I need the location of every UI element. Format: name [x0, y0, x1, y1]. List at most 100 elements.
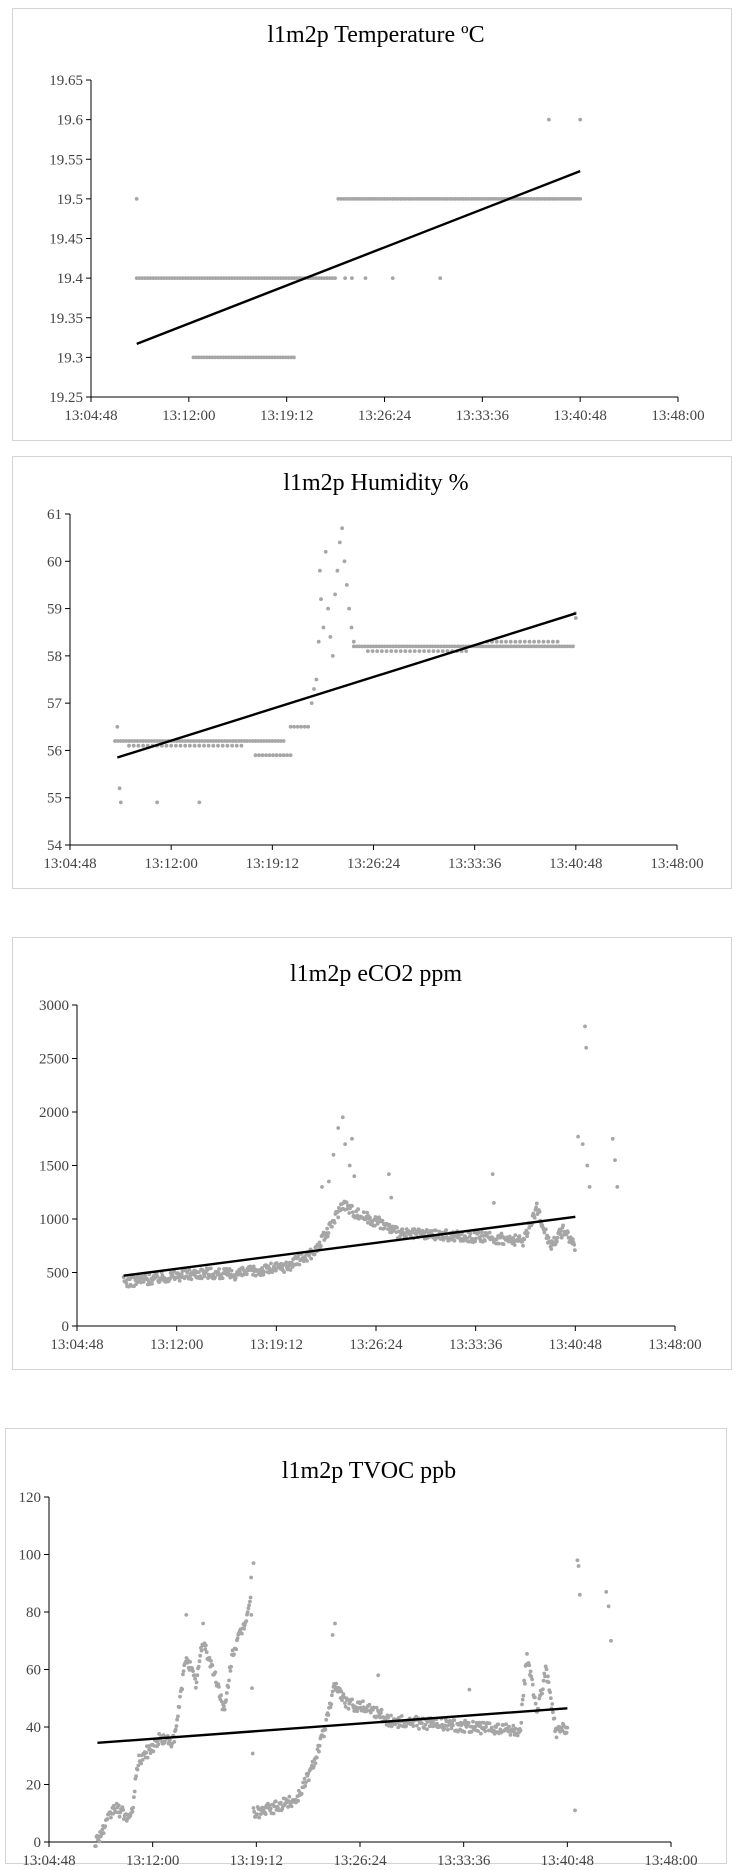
data-point: [416, 644, 421, 649]
data-point: [146, 739, 151, 743]
data-point: [374, 1215, 379, 1220]
data-point: [245, 739, 249, 743]
data-point: [525, 1652, 529, 1656]
data-point: [566, 1230, 570, 1235]
data-point: [268, 276, 272, 280]
data-point: [542, 197, 547, 201]
data-point: [251, 1561, 256, 1565]
data-point: [309, 1256, 314, 1261]
data-point: [499, 639, 504, 644]
data-point: [150, 1281, 154, 1286]
data-point: [479, 1731, 483, 1736]
data-point: [191, 276, 196, 280]
data-point: [540, 644, 544, 649]
data-point: [185, 1270, 190, 1275]
data-point: [245, 355, 250, 360]
data-point: [249, 276, 253, 280]
data-point: [532, 1215, 537, 1220]
data-point: [365, 1708, 370, 1713]
data-point: [468, 1231, 473, 1236]
data-point: [546, 639, 551, 644]
data-point: [532, 197, 536, 201]
data-point: [354, 644, 359, 649]
data-point: [327, 276, 332, 280]
data-point: [259, 355, 264, 360]
data-point: [399, 1714, 404, 1718]
data-point: [135, 1767, 140, 1772]
data-point: [326, 606, 330, 611]
data-point: [322, 1734, 326, 1739]
data-point: [483, 197, 487, 201]
data-point: [296, 1799, 300, 1803]
data-point: [427, 644, 432, 649]
data-point: [360, 644, 365, 649]
x-tick-label: 13:26:24: [349, 1337, 403, 1353]
data-point: [371, 197, 376, 201]
data-point: [409, 197, 414, 201]
y-tick-label: 120: [19, 1490, 42, 1506]
data-point: [412, 1227, 417, 1232]
data-point: [551, 1710, 555, 1715]
data-point: [132, 1795, 136, 1799]
data-point: [385, 644, 390, 649]
data-point: [332, 1220, 337, 1225]
data-point: [393, 197, 398, 201]
data-point: [263, 1812, 268, 1816]
data-point: [288, 724, 293, 729]
y-tick-label: 19.5: [57, 192, 83, 208]
data-point: [143, 276, 147, 280]
data-point: [422, 1726, 426, 1730]
data-point: [251, 276, 256, 280]
data-point: [200, 276, 204, 280]
y-tick-label: 59: [47, 602, 62, 618]
data-point: [173, 1727, 178, 1732]
data-point: [517, 1234, 522, 1238]
data-point: [232, 1652, 236, 1657]
data-point: [555, 639, 560, 644]
data-point: [578, 117, 583, 122]
data-point: [177, 739, 182, 743]
x-tick-label: 13:04:48: [64, 408, 117, 424]
data-point: [243, 355, 247, 360]
data-point: [343, 1142, 347, 1146]
data-point: [180, 739, 185, 743]
data-point: [137, 1753, 141, 1758]
data-point: [476, 1230, 481, 1235]
data-point: [440, 649, 445, 653]
eco2-chart: l1m2p eCO2 ppm 0 500 1000 1500 2000 2500 3000 13…: [12, 937, 732, 1370]
data-point: [197, 1270, 201, 1274]
data-point: [145, 1755, 150, 1760]
data-point: [388, 644, 393, 649]
data-point: [380, 1218, 385, 1223]
data-point: [431, 649, 436, 653]
data-point: [304, 1780, 308, 1784]
x-tick-label: 13:04:48: [22, 1853, 75, 1869]
y-tick-label: 40: [26, 1720, 41, 1736]
data-point: [517, 644, 522, 649]
data-point: [328, 635, 333, 639]
data-point: [513, 639, 518, 644]
data-point: [188, 743, 192, 748]
data-point: [415, 1723, 419, 1728]
data-point: [420, 197, 425, 201]
data-point: [512, 1243, 517, 1247]
data-point: [349, 625, 354, 630]
data-point: [203, 1647, 208, 1651]
data-point: [330, 1633, 335, 1637]
data-point: [295, 724, 300, 729]
y-tick-label: 19.65: [49, 73, 83, 89]
data-point: [371, 1705, 376, 1710]
data-point: [248, 739, 252, 743]
data-point: [201, 1621, 206, 1626]
data-point: [322, 276, 327, 280]
data-point: [103, 1824, 108, 1828]
data-point: [333, 1621, 337, 1626]
data-point: [380, 644, 384, 649]
data-point: [327, 1179, 331, 1184]
data-point: [534, 644, 539, 649]
data-point: [480, 197, 485, 201]
data-point: [363, 644, 367, 649]
data-point: [534, 1201, 539, 1206]
data-point: [450, 197, 455, 201]
data-point: [492, 1201, 496, 1205]
